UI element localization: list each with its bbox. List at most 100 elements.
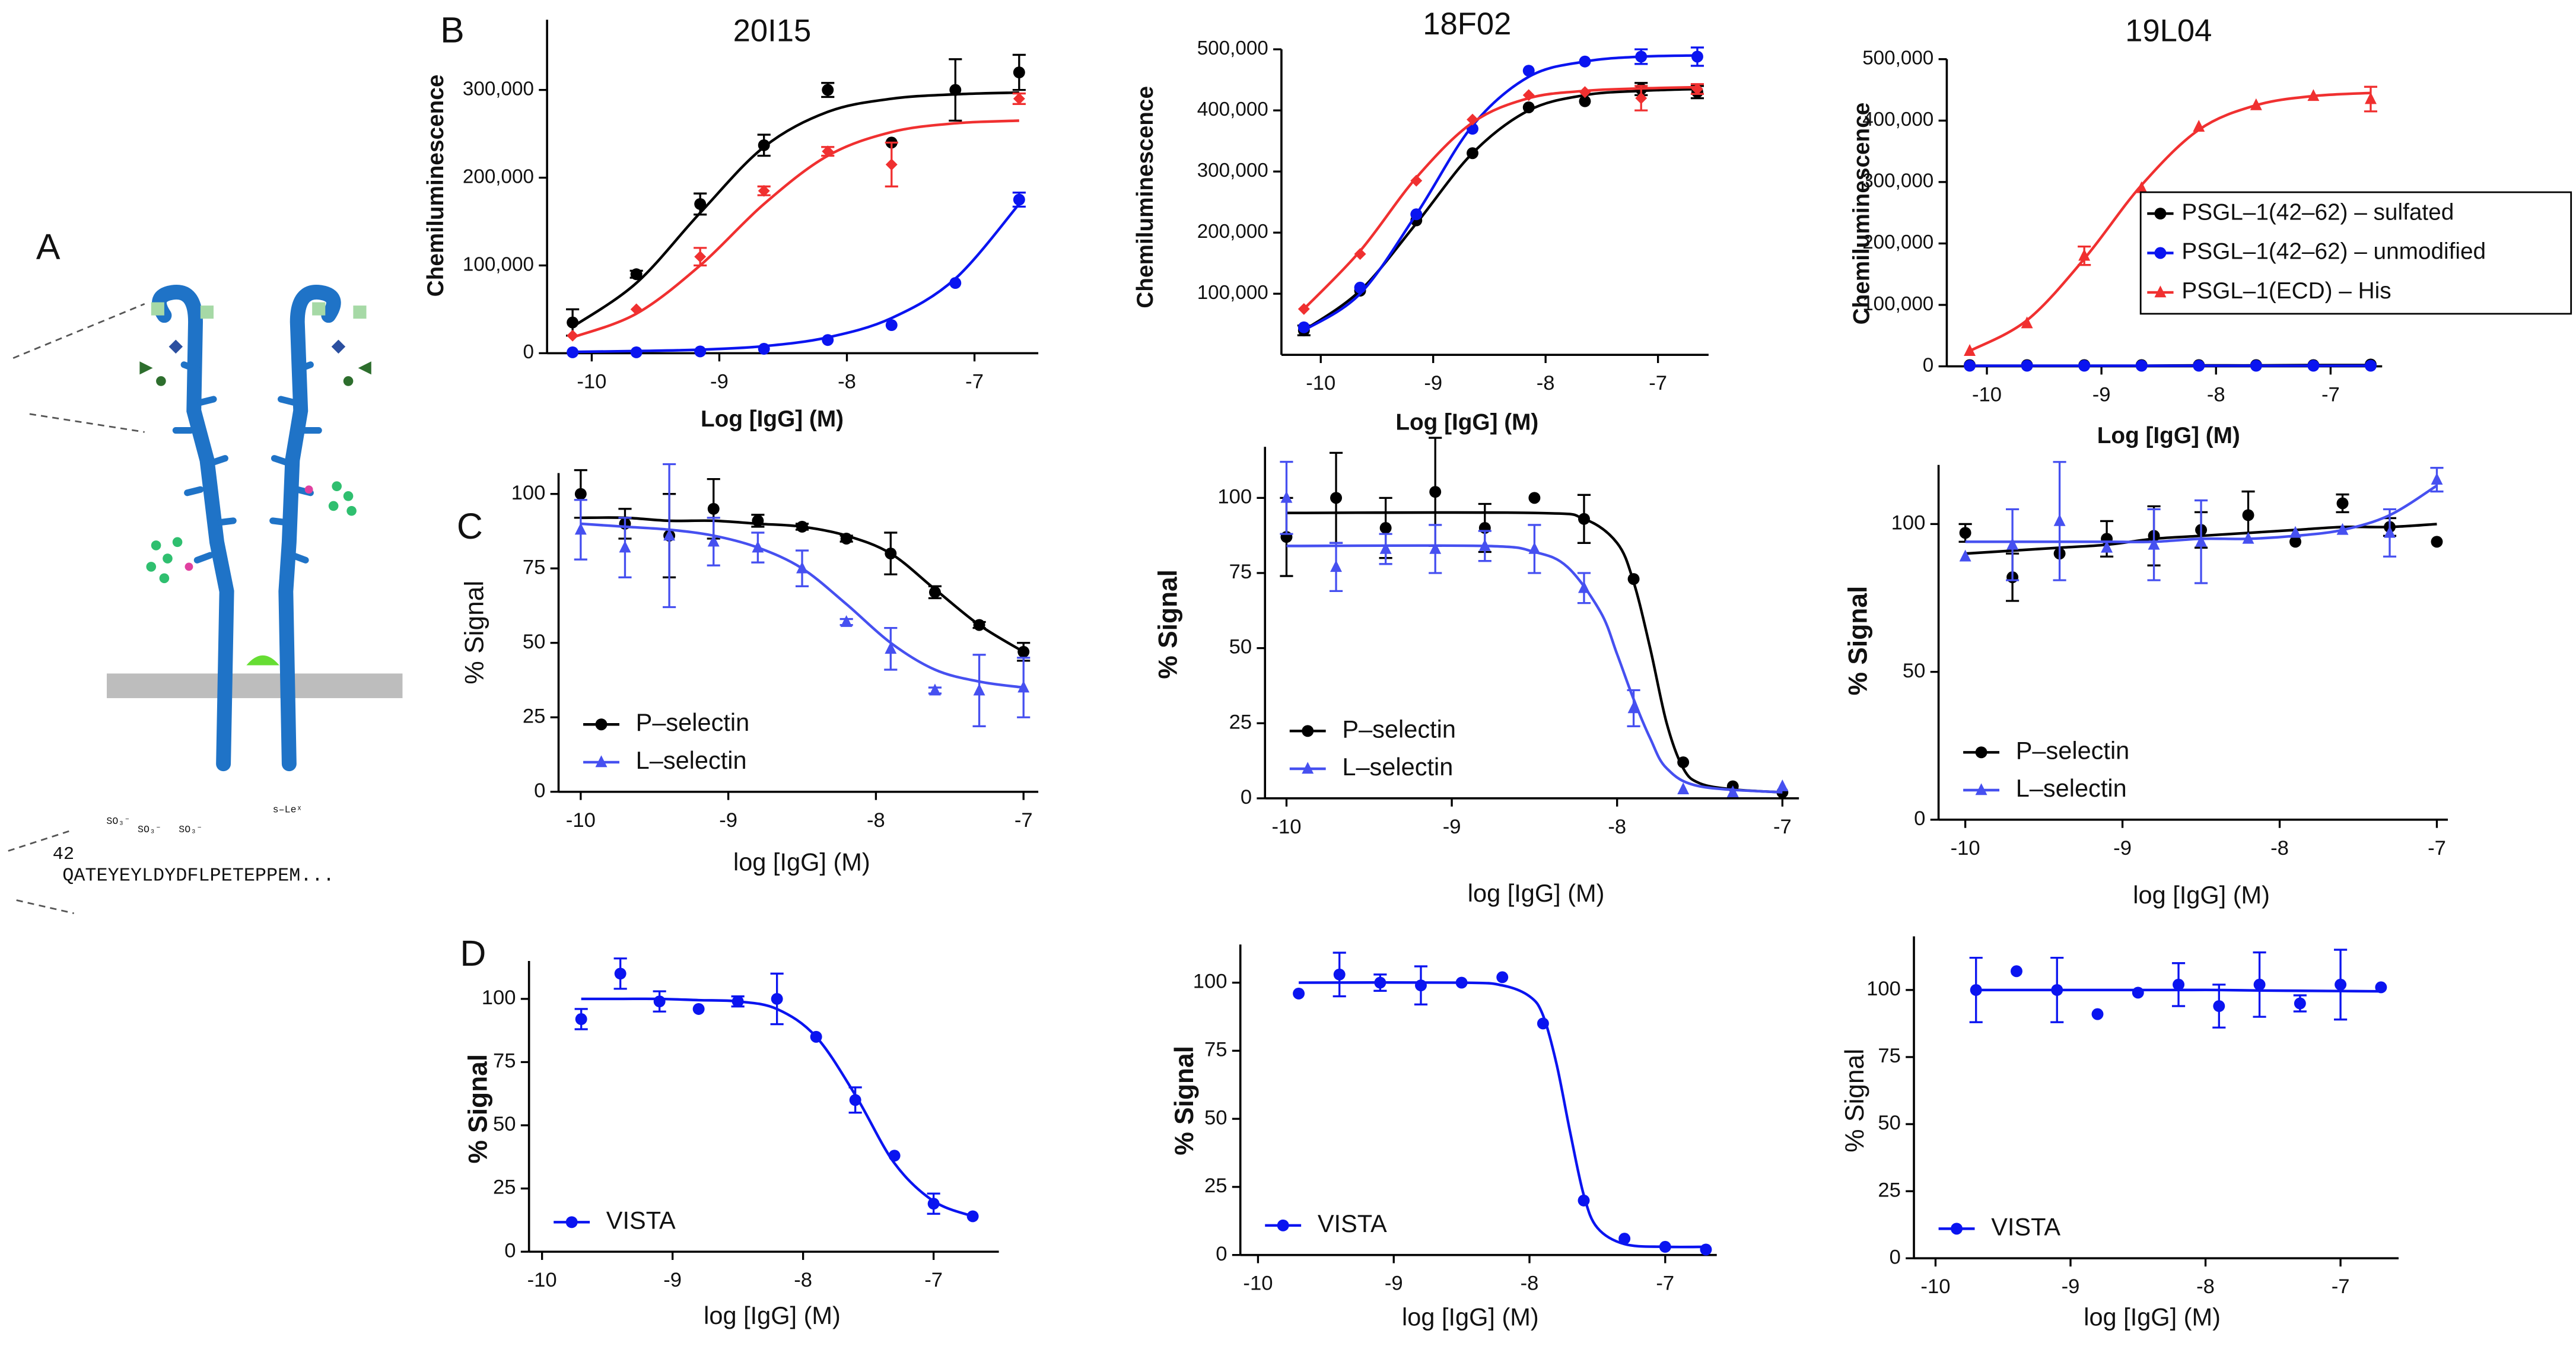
marker xyxy=(1354,281,1366,294)
marker xyxy=(2289,526,2301,538)
y-tick-label: 100 xyxy=(1891,512,1926,534)
legend-label: P–selectin xyxy=(2016,736,2130,764)
marker xyxy=(885,548,897,560)
marker xyxy=(1429,486,1442,498)
marker xyxy=(758,139,770,151)
legend-label: L–selectin xyxy=(636,746,747,774)
marker xyxy=(840,533,853,545)
marker xyxy=(1330,492,1343,504)
peptide-sequence: QATEYEYLDYDFLPETEPPEM... xyxy=(62,864,334,886)
y-tick-label: 100 xyxy=(1866,978,1901,1000)
chart: 0 50 100 -10 -9 -8 -7 log [IgG] (M) % Signal P–se… xyxy=(1843,461,2448,909)
marker xyxy=(732,995,744,1008)
marker xyxy=(1455,976,1468,989)
marker xyxy=(1964,359,1976,372)
marker xyxy=(707,534,720,547)
psgl1-diagram: 42 QATEYEYLDYDFLPETEPPEM... SO₃⁻ SO₃⁻ SO… xyxy=(8,285,403,915)
glycans xyxy=(172,361,322,564)
marker xyxy=(1975,783,1987,795)
marker xyxy=(1677,782,1690,794)
x-tick-label: -7 xyxy=(2332,1275,2350,1298)
marker xyxy=(1528,542,1541,554)
fit-curve xyxy=(581,997,974,1218)
marker xyxy=(928,683,941,696)
marker xyxy=(1776,779,1789,791)
x-tick-label: -7 xyxy=(1649,372,1667,394)
marker xyxy=(1522,65,1535,77)
x-tick-label: -9 xyxy=(710,370,729,393)
marker xyxy=(619,540,631,553)
psgl1-chain xyxy=(152,285,234,772)
marker xyxy=(822,145,834,158)
marker xyxy=(1013,193,1025,206)
y-tick-label: 50 xyxy=(1903,660,1926,682)
x-tick-label: -8 xyxy=(2196,1275,2215,1298)
y-tick-label: 300,000 xyxy=(1862,170,1933,192)
marker xyxy=(752,514,764,527)
x-tick-label: -7 xyxy=(2321,384,2340,406)
marker xyxy=(1374,976,1386,989)
residue-number: 42 xyxy=(53,845,75,865)
x-axis-label: log [IgG] (M) xyxy=(1468,879,1605,907)
x-tick-label: -9 xyxy=(1443,816,1461,838)
x-tick-label: -10 xyxy=(1271,816,1301,838)
chart: 0 25 50 75 100 -10 -9 -8 -7 log [IgG] (M) % Signal… xyxy=(1170,944,1717,1331)
marker xyxy=(973,683,985,696)
legend-label: P–selectin xyxy=(1342,715,1456,743)
marker xyxy=(595,718,608,731)
marker xyxy=(574,488,587,500)
legend-box xyxy=(2139,191,2572,315)
y-tick-label: 50 xyxy=(1204,1106,1227,1129)
x-tick-label: -9 xyxy=(1424,372,1442,394)
marker xyxy=(694,250,707,263)
marker xyxy=(1635,50,1648,63)
fit-curve xyxy=(1286,511,1783,794)
marker xyxy=(630,303,643,316)
marker xyxy=(574,523,587,535)
x-axis-label: log [IgG] (M) xyxy=(704,1301,841,1329)
y-tick-label: 75 xyxy=(1204,1038,1227,1061)
y-tick-label: 0 xyxy=(504,1239,516,1262)
marker xyxy=(2364,359,2377,372)
marker xyxy=(1297,321,1310,333)
modification: s–Leˣ xyxy=(273,804,303,816)
psgl1-chain xyxy=(278,285,341,772)
x-axis-label: Log [IgG] (M) xyxy=(2097,423,2240,448)
panel-label: B xyxy=(440,10,465,50)
x-axis-label: Log [IgG] (M) xyxy=(701,406,844,432)
marker xyxy=(2195,534,2208,547)
y-tick-label: 400,000 xyxy=(1862,109,1933,131)
y-tick-label: 75 xyxy=(1229,561,1252,583)
marker xyxy=(752,540,764,553)
marker xyxy=(2193,359,2205,372)
glycan-tree xyxy=(139,302,371,386)
zoom-line xyxy=(29,413,145,433)
x-tick-label: -10 xyxy=(577,370,606,393)
marker xyxy=(1578,581,1590,593)
marker xyxy=(595,755,608,768)
marker xyxy=(822,334,834,346)
marker xyxy=(630,268,643,281)
marker xyxy=(1700,1243,1712,1256)
x-tick-label: -10 xyxy=(1951,837,1980,860)
sulfotyrosine xyxy=(185,485,313,571)
marker xyxy=(1677,756,1690,769)
chart: 19L04 0 100,000 200,000 300,000 400,000 500,00… xyxy=(1849,13,2572,448)
x-tick-label: -8 xyxy=(794,1269,812,1291)
legend-label: P–selectin xyxy=(636,708,750,736)
x-tick-label: -8 xyxy=(1608,816,1626,838)
marker xyxy=(567,316,579,329)
y-tick-label: 50 xyxy=(1878,1112,1901,1134)
marker xyxy=(1951,1223,1963,1235)
marker xyxy=(840,615,853,627)
y-tick-label: 500,000 xyxy=(1197,37,1268,59)
marker xyxy=(1528,492,1541,504)
marker xyxy=(771,992,783,1005)
marker xyxy=(2253,978,2266,991)
x-tick-label: -8 xyxy=(867,809,885,832)
marker xyxy=(885,158,898,171)
marker xyxy=(2431,536,2443,548)
marker xyxy=(630,346,643,358)
marker xyxy=(2364,92,2377,104)
marker xyxy=(575,1013,587,1025)
